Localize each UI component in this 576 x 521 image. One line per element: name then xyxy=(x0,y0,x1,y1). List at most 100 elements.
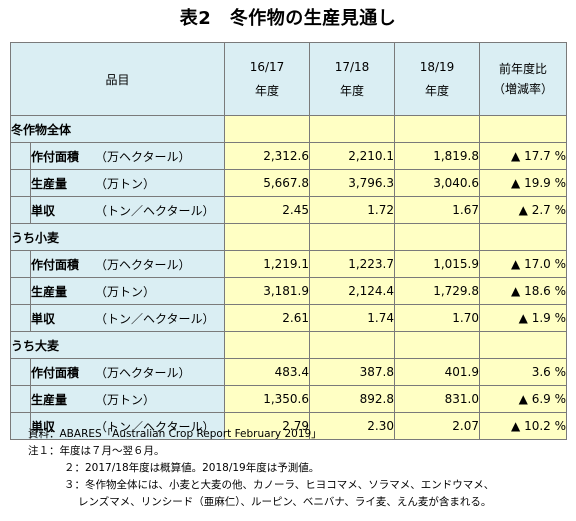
header-year-3-label: 年度 xyxy=(425,84,450,98)
metric-name: 単収 xyxy=(31,203,56,218)
row-label: 単収 （トン／ヘクタール） xyxy=(29,304,226,332)
value-cell: 1,015.9 xyxy=(394,250,481,278)
change-cell: ▲ 6.9 % xyxy=(479,385,568,413)
value-cell: 1,219.1 xyxy=(224,250,311,278)
value-cell: 3,796.3 xyxy=(309,169,396,197)
metric-name: 単収 xyxy=(31,311,56,326)
value-cell: 1.67 xyxy=(394,196,481,224)
header-change-title: 前年度比 xyxy=(499,62,548,76)
header-year-2-label: 年度 xyxy=(340,84,365,98)
metric-unit: （トン／ヘクタール） xyxy=(95,419,215,434)
footnote-line: ３：冬作物全体には、小麦と大麦の他、カノーラ、ヒヨコマメ、ソラマメ、エンドウマメ… xyxy=(64,479,495,491)
footnote-line: 注１：年度は７月～翌６月。 xyxy=(28,445,165,457)
footnote-line: 資料：ABARES「Australian Crop Report Februar… xyxy=(28,428,322,440)
value-cell: 1.72 xyxy=(309,196,396,224)
indent-cell xyxy=(10,385,31,413)
empty-cell xyxy=(309,223,396,251)
value-cell: 2.07 xyxy=(394,412,481,440)
empty-cell xyxy=(479,331,568,359)
metric-unit: （万トン） xyxy=(95,392,156,407)
footnote-line: ２：2017/18年度は概算値。2018/19年度は予測値。 xyxy=(64,462,320,474)
table-row: 生産量 （万トン） 5,667.8 3,796.3 3,040.6 ▲ 19.9 % xyxy=(10,169,568,197)
header-year-3: 18/19 年度 xyxy=(394,42,481,116)
indent-cell xyxy=(10,196,31,224)
value-cell: 2,210.1 xyxy=(309,142,396,170)
value-cell: 2,124.4 xyxy=(309,277,396,305)
change-cell: ▲ 18.6 % xyxy=(479,277,568,305)
header-year-3-period: 18/19 xyxy=(419,60,455,74)
table-row: 作付面積 （万ヘクタール） 1,219.1 1,223.7 1,015.9 ▲ 17.0 … xyxy=(10,250,568,278)
empty-cell xyxy=(224,115,311,143)
metric-name: 作付面積 xyxy=(31,257,80,272)
value-cell: 2,312.6 xyxy=(224,142,311,170)
indent-cell xyxy=(10,142,31,170)
metric-name: 生産量 xyxy=(31,176,68,191)
metric-unit: （万トン） xyxy=(95,284,156,299)
value-cell: 1,223.7 xyxy=(309,250,396,278)
table-row: 単収 （トン／ヘクタール） 2.79 2.30 2.07 ▲ 10.2 % xyxy=(10,412,568,440)
row-label: 作付面積 （万ヘクタール） xyxy=(29,358,226,386)
row-label: 作付面積 （万ヘクタール） xyxy=(29,250,226,278)
value-cell: 1,819.8 xyxy=(394,142,481,170)
value-cell: 401.9 xyxy=(394,358,481,386)
metric-name: 単収 xyxy=(31,419,56,434)
metric-name: 作付面積 xyxy=(31,149,80,164)
empty-cell xyxy=(394,331,481,359)
table-row: 単収 （トン／ヘクタール） 2.45 1.72 1.67 ▲ 2.7 % xyxy=(10,196,568,224)
indent-cell xyxy=(10,277,31,305)
row-label: 生産量 （万トン） xyxy=(29,385,226,413)
empty-cell xyxy=(479,223,568,251)
metric-unit: （万トン） xyxy=(95,176,156,191)
header-year-1-period: 16/17 xyxy=(249,60,285,74)
value-cell: 2.61 xyxy=(224,304,311,332)
empty-cell xyxy=(479,115,568,143)
change-cell: ▲ 19.9 % xyxy=(479,169,568,197)
metric-unit: （トン／ヘクタール） xyxy=(95,311,215,326)
header-change-subtitle: （増減率） xyxy=(493,82,554,96)
row-label: 生産量 （万トン） xyxy=(29,169,226,197)
header-item: 品目 xyxy=(9,42,226,116)
value-cell: 1.74 xyxy=(309,304,396,332)
empty-cell xyxy=(394,223,481,251)
change-cell: ▲ 2.7 % xyxy=(479,196,568,224)
metric-unit: （万ヘクタール） xyxy=(95,257,191,272)
header-year-1: 16/17 年度 xyxy=(224,42,311,116)
indent-cell xyxy=(10,250,31,278)
table-row: 作付面積 （万ヘクタール） 483.4 387.8 401.9 3.6 % xyxy=(10,358,568,386)
value-cell: 483.4 xyxy=(224,358,311,386)
change-cell: ▲ 17.0 % xyxy=(479,250,568,278)
value-cell: 892.8 xyxy=(309,385,396,413)
value-cell: 5,667.8 xyxy=(224,169,311,197)
value-cell: 1.70 xyxy=(394,304,481,332)
empty-cell xyxy=(309,115,396,143)
value-cell: 3,181.9 xyxy=(224,277,311,305)
table-title: 表2 冬作物の生産見通し xyxy=(179,8,397,29)
header-row: 品目 16/17 年度 17/18 年度 18/19 年度 前年度比 （増減率） xyxy=(9,42,568,116)
metric-unit: （万ヘクタール） xyxy=(95,365,191,380)
group-name: うち大麦 xyxy=(9,331,226,359)
empty-cell xyxy=(224,223,311,251)
table-row: 単収 （トン／ヘクタール） 2.61 1.74 1.70 ▲ 1.9 % xyxy=(10,304,568,332)
table-row: 作付面積 （万ヘクタール） 2,312.6 2,210.1 1,819.8 ▲ 17.7 … xyxy=(10,142,568,170)
group-row: うち小麦 xyxy=(9,223,568,251)
group-row: 冬作物全体 xyxy=(9,115,568,143)
indent-cell xyxy=(10,169,31,197)
empty-cell xyxy=(309,331,396,359)
group-name: うち小麦 xyxy=(9,223,226,251)
table-row: 生産量 （万トン） 3,181.9 2,124.4 1,729.8 ▲ 18.6 % xyxy=(10,277,568,305)
value-cell: 2.45 xyxy=(224,196,311,224)
row-label: 生産量 （万トン） xyxy=(29,277,226,305)
footnote-line: レンズマメ、リンシード（亜麻仁）、ルーピン、ベニバナ、ライ麦、えん麦が含まれる。 xyxy=(78,496,492,508)
metric-name: 作付面積 xyxy=(31,365,80,380)
footnotes: 資料：ABARES「Australian Crop Report Februar… xyxy=(28,426,568,511)
header-change: 前年度比 （増減率） xyxy=(479,42,568,116)
value-cell: 387.8 xyxy=(309,358,396,386)
indent-cell xyxy=(10,304,31,332)
group-row: うち大麦 xyxy=(9,331,568,359)
change-cell: ▲ 10.2 % xyxy=(479,412,568,440)
indent-cell xyxy=(10,358,31,386)
crop-forecast-table: 品目 16/17 年度 17/18 年度 18/19 年度 前年度比 （増減率）… xyxy=(9,42,568,440)
row-label: 単収 （トン／ヘクタール） xyxy=(29,412,226,440)
value-cell: 831.0 xyxy=(394,385,481,413)
table-row: 生産量 （万トン） 1,350.6 892.8 831.0 ▲ 6.9 % xyxy=(10,385,568,413)
